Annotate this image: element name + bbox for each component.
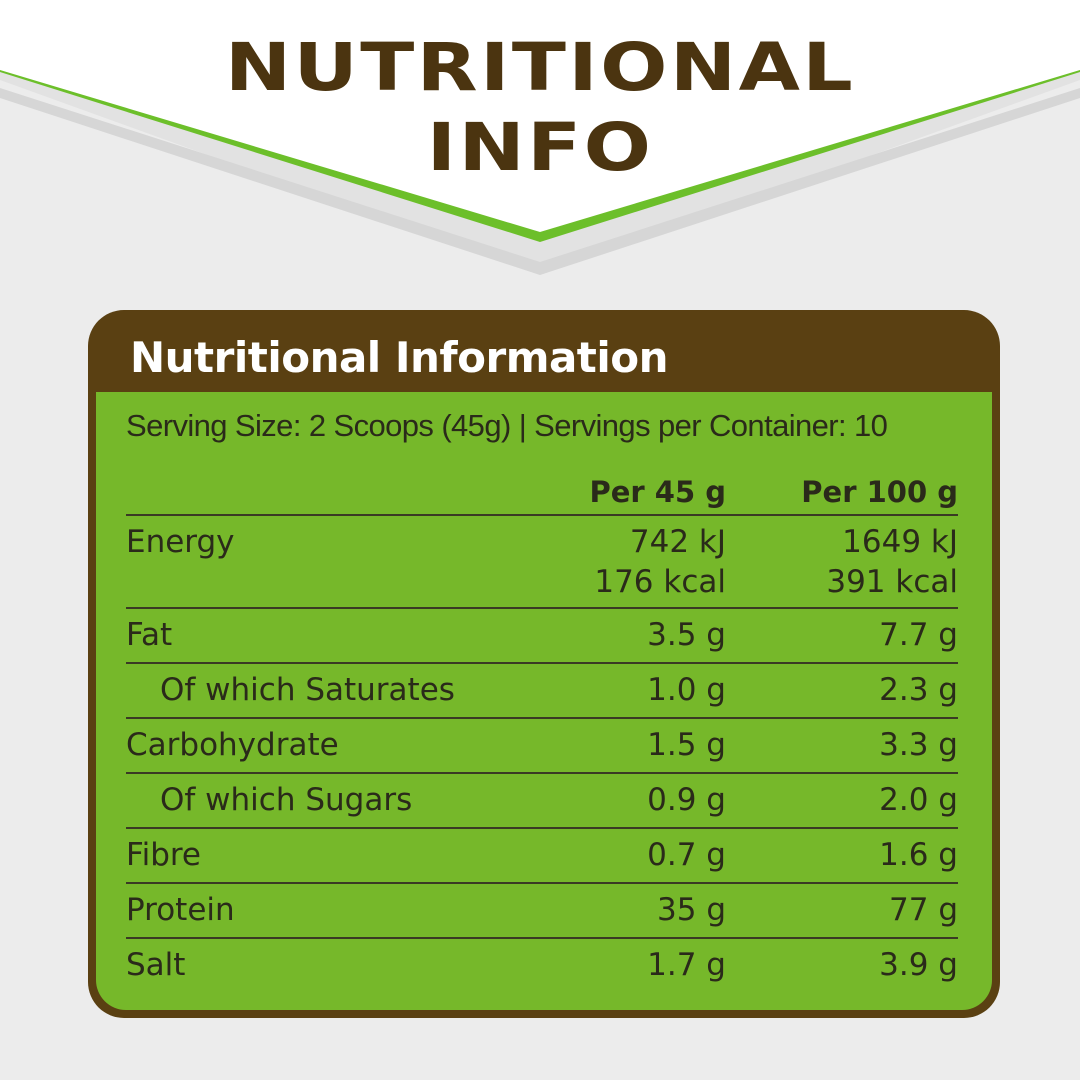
- table-row-fat: Fat 3.5 g 7.7 g: [126, 609, 958, 664]
- table-row-salt: Salt 1.7 g 3.9 g: [126, 939, 958, 992]
- table-row-protein: Protein 35 g 77 g: [126, 884, 958, 939]
- table-row-energy: Energy 742 kJ 176 kcal 1649 kJ 391 kcal: [126, 516, 958, 609]
- column-header-per-100g: Per 100 g: [801, 475, 958, 509]
- energy-kcal-per-45g: 176 kcal: [594, 564, 726, 600]
- chevron-banner-graphic: [0, 0, 1080, 275]
- row-value-per-45g: 0.9 g: [647, 782, 726, 818]
- nutrition-table: Per 45 g Per 100 g Energy 742 kJ 176 kca…: [126, 472, 958, 992]
- panel-title: Nutritional Information: [130, 333, 669, 382]
- row-label: Of which Saturates: [160, 672, 455, 708]
- row-value-per-100g: 1649 kJ 391 kcal: [736, 522, 958, 602]
- row-value-per-100g: 2.0 g: [879, 782, 958, 818]
- row-label: Protein: [126, 892, 235, 928]
- headline-line-2: INFO: [426, 109, 654, 186]
- energy-kj-per-100g: 1649 kJ: [842, 524, 958, 560]
- row-label: Carbohydrate: [126, 727, 339, 763]
- row-value-per-45g: 742 kJ 176 kcal: [516, 522, 726, 602]
- table-row-sugars: Of which Sugars 0.9 g 2.0 g: [126, 774, 958, 829]
- table-row-fibre: Fibre 0.7 g 1.6 g: [126, 829, 958, 884]
- row-label: Fibre: [126, 837, 202, 873]
- table-row-carbohydrate: Carbohydrate 1.5 g 3.3 g: [126, 719, 958, 774]
- energy-kj-per-45g: 742 kJ: [629, 524, 726, 560]
- energy-kcal-per-100g: 391 kcal: [826, 564, 958, 600]
- serving-info: Serving Size: 2 Scoops (45g) | Servings …: [126, 408, 888, 443]
- row-value-per-45g: 1.0 g: [647, 672, 726, 708]
- nutrition-panel: Nutritional Information Serving Size: 2 …: [88, 310, 1000, 1018]
- headline-line-1: NUTRITIONAL: [224, 29, 856, 106]
- row-value-per-45g: 0.7 g: [647, 837, 726, 873]
- row-value-per-100g: 3.3 g: [879, 727, 958, 763]
- row-value-per-100g: 7.7 g: [879, 617, 958, 653]
- headline: NUTRITIONAL INFO: [0, 28, 1080, 188]
- row-label: Fat: [126, 617, 173, 653]
- row-value-per-100g: 2.3 g: [879, 672, 958, 708]
- row-label: Salt: [126, 947, 186, 983]
- row-label: Energy: [126, 524, 235, 560]
- row-value-per-45g: 35 g: [657, 892, 726, 928]
- table-header: Per 45 g Per 100 g: [126, 472, 958, 516]
- row-value-per-100g: 77 g: [889, 892, 958, 928]
- column-header-per-45g: Per 45 g: [589, 475, 726, 509]
- table-row-saturates: Of which Saturates 1.0 g 2.3 g: [126, 664, 958, 719]
- row-value-per-45g: 3.5 g: [647, 617, 726, 653]
- row-value-per-45g: 1.5 g: [647, 727, 726, 763]
- row-value-per-100g: 3.9 g: [879, 947, 958, 983]
- row-value-per-100g: 1.6 g: [879, 837, 958, 873]
- row-label: Of which Sugars: [160, 782, 413, 818]
- row-value-per-45g: 1.7 g: [647, 947, 726, 983]
- panel-body: Serving Size: 2 Scoops (45g) | Servings …: [96, 392, 992, 1010]
